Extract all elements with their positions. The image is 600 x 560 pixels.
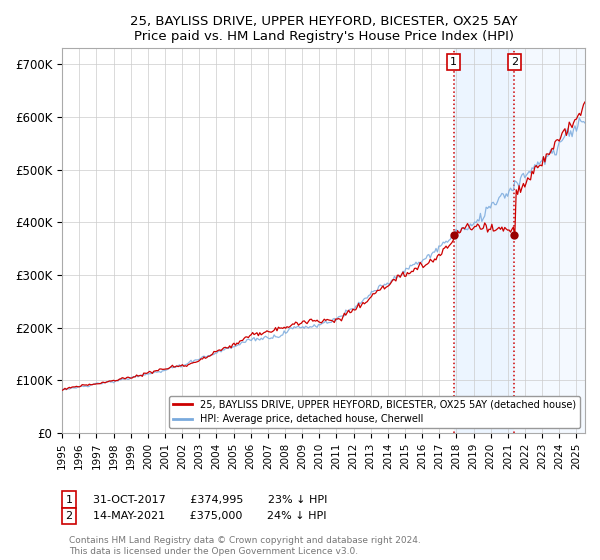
Text: 1: 1	[450, 57, 457, 67]
Legend: 25, BAYLISS DRIVE, UPPER HEYFORD, BICESTER, OX25 5AY (detached house), HPI: Aver: 25, BAYLISS DRIVE, UPPER HEYFORD, BICEST…	[169, 396, 580, 428]
Text: 2: 2	[65, 511, 73, 521]
Bar	[514, 48, 585, 433]
Text: 31-OCT-2017       £374,995       23% ↓ HPI: 31-OCT-2017 £374,995 23% ↓ HPI	[93, 494, 328, 505]
Text: 2: 2	[511, 57, 518, 67]
Text: 1: 1	[65, 494, 73, 505]
Title: 25, BAYLISS DRIVE, UPPER HEYFORD, BICESTER, OX25 5AY
Price paid vs. HM Land Regi: 25, BAYLISS DRIVE, UPPER HEYFORD, BICEST…	[130, 15, 517, 43]
Text: Contains HM Land Registry data © Crown copyright and database right 2024.
This d: Contains HM Land Registry data © Crown c…	[69, 536, 421, 556]
Text: 14-MAY-2021       £375,000       24% ↓ HPI: 14-MAY-2021 £375,000 24% ↓ HPI	[93, 511, 326, 521]
Bar	[454, 48, 514, 433]
